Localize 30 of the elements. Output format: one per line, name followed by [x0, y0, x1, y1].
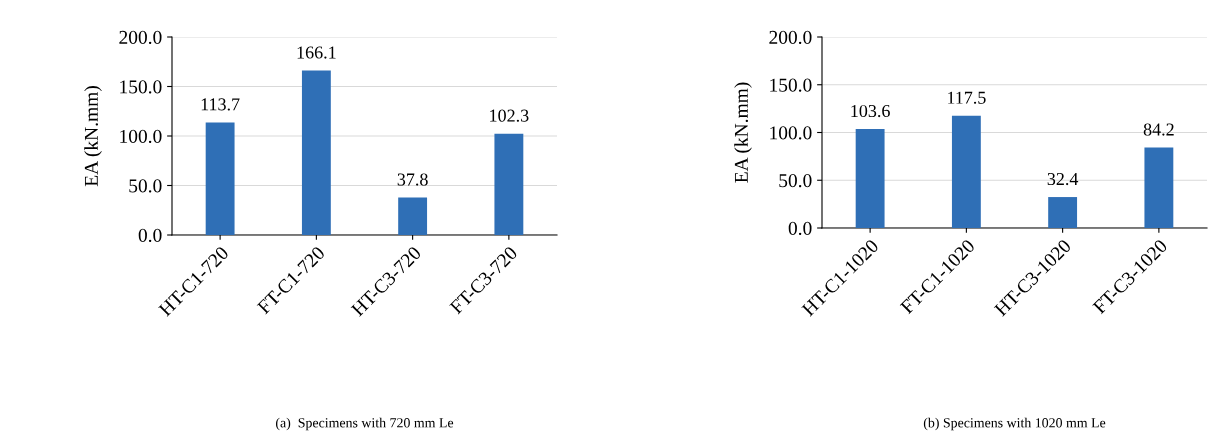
y-tick-label: 50.0 [779, 174, 812, 188]
y-tick-label: 200.0 [769, 30, 812, 45]
bar [1144, 147, 1174, 228]
y-tick-label: 50.0 [129, 179, 162, 193]
data-label: 84.2 [1143, 123, 1174, 136]
data-label: 32.4 [1047, 172, 1079, 186]
bar [855, 129, 885, 228]
y-tick-label: 100.0 [120, 129, 162, 144]
data-label: 102.3 [490, 109, 529, 122]
bar [1048, 197, 1078, 228]
data-label: 37.8 [397, 173, 428, 186]
bar [398, 197, 428, 235]
data-label: 103.6 [851, 104, 890, 118]
bar [951, 115, 981, 228]
bar [301, 70, 331, 235]
bar [205, 122, 235, 235]
data-label: 113.7 [201, 98, 240, 111]
y-tick-label: 100.0 [770, 126, 812, 140]
y-axis-title: EA (kN.mm) [734, 82, 752, 183]
y-axis-title: EA (kN.mm) [84, 86, 102, 187]
y-tick-label: 150.0 [770, 78, 812, 92]
data-label: 117.5 [947, 91, 986, 104]
bar [494, 133, 524, 235]
text: (a) Specimens with 720 mm Le [276, 417, 454, 431]
text: (b) Specimens with 1020 mm Le [923, 417, 1106, 431]
data-label: 166.1 [297, 46, 336, 59]
y-tick-label: 0.0 [138, 228, 162, 243]
y-tick-label: 150.0 [120, 80, 162, 94]
y-tick-label: 0.0 [788, 221, 812, 236]
y-tick-label: 200.0 [119, 30, 162, 45]
